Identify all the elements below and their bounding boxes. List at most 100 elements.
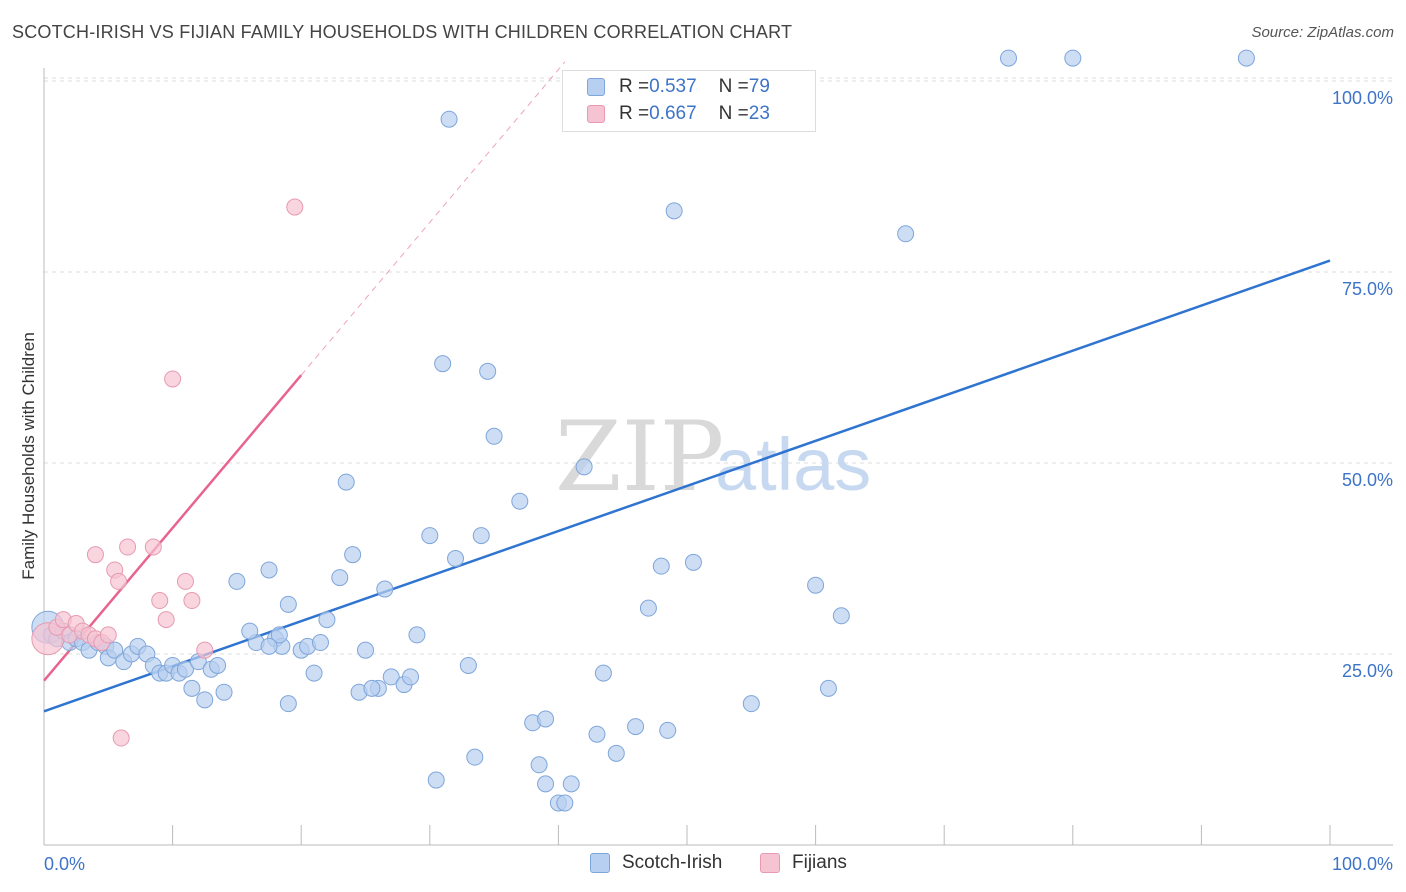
data-point	[447, 550, 465, 567]
legend-swatch-blue	[587, 78, 605, 96]
legend-swatch-pink	[587, 105, 605, 123]
correlation-legend: R = 0.537 N = 79 R = 0.667 N = 23	[562, 70, 816, 132]
trend-lines	[43, 61, 1331, 713]
legend-label: Scotch-Irish	[622, 852, 723, 873]
data-point	[344, 546, 362, 564]
y-axis-label: Family Households with Children	[19, 332, 38, 580]
legend-r-value: 0.537	[649, 76, 697, 97]
legend-n-label: N =	[718, 76, 749, 97]
data-points	[31, 49, 1255, 812]
trend-line	[43, 259, 1331, 713]
data-point	[472, 527, 490, 545]
data-point	[331, 569, 349, 587]
data-point	[485, 427, 503, 445]
bottom-legend-scotch-irish: Scotch-Irish	[590, 852, 722, 874]
data-point	[196, 691, 214, 709]
data-point	[376, 580, 394, 598]
data-point	[479, 362, 497, 380]
y-tick-label: 100.0%	[1332, 88, 1393, 108]
data-point	[594, 664, 612, 682]
data-point	[228, 572, 246, 590]
data-point	[363, 679, 381, 697]
trend-line-extension	[300, 61, 566, 376]
data-point	[337, 473, 355, 491]
data-point	[607, 744, 625, 762]
data-point	[427, 771, 445, 789]
watermark: ZIP atlas	[555, 401, 871, 513]
data-point	[819, 679, 837, 697]
data-point	[144, 538, 162, 556]
y-tick-label: 50.0%	[1342, 470, 1393, 490]
data-point	[164, 370, 182, 388]
data-point	[183, 592, 201, 610]
data-point	[357, 641, 374, 659]
data-point	[742, 695, 760, 713]
legend-n-value: 79	[748, 76, 770, 97]
data-point	[157, 611, 175, 629]
data-point	[556, 794, 574, 812]
data-point	[652, 557, 670, 575]
data-point	[215, 683, 233, 701]
data-point	[434, 355, 452, 373]
legend-n-value: 23	[748, 103, 770, 124]
data-point	[530, 756, 548, 774]
data-point	[151, 592, 169, 610]
data-point	[86, 546, 104, 564]
x-tick-label: 0.0%	[44, 854, 85, 874]
x-tick-label: 100.0%	[1332, 854, 1393, 874]
data-point	[408, 626, 426, 644]
data-point	[286, 198, 304, 216]
data-point	[305, 664, 323, 682]
legend-label: Fijians	[792, 852, 847, 873]
legend-r-label: R =	[619, 76, 650, 97]
grid-lines	[44, 77, 1393, 655]
data-point	[382, 668, 400, 686]
legend-r-label: R =	[619, 103, 650, 124]
legend-row-scotch-irish: R = 0.537 N = 79	[587, 75, 770, 99]
data-point	[311, 634, 329, 652]
data-point	[112, 729, 130, 747]
data-point	[639, 599, 657, 617]
data-point	[1000, 49, 1017, 67]
y-tick-label: 75.0%	[1342, 279, 1393, 299]
data-point	[421, 527, 439, 545]
data-point	[684, 553, 702, 571]
data-point	[196, 641, 214, 659]
legend-swatch-pink	[760, 853, 780, 873]
data-point	[318, 611, 336, 629]
data-point	[176, 572, 194, 590]
data-point	[807, 576, 825, 594]
data-point	[241, 622, 259, 640]
data-point	[99, 626, 117, 644]
data-point	[466, 748, 484, 766]
data-point	[402, 668, 420, 686]
legend-row-fijians: R = 0.667 N = 23	[587, 102, 770, 126]
data-point	[176, 660, 194, 678]
data-point	[537, 710, 555, 728]
data-point	[279, 695, 297, 713]
data-point	[106, 641, 124, 659]
data-point	[209, 656, 227, 674]
chart-title: SCOTCH-IRISH VS FIJIAN FAMILY HOUSEHOLDS…	[12, 22, 793, 42]
data-point	[537, 775, 555, 793]
data-point	[1064, 49, 1082, 67]
data-point	[183, 679, 201, 697]
series-fijians	[31, 198, 304, 747]
data-point	[659, 721, 677, 739]
bottom-legend-fijians: Fijians	[760, 852, 847, 874]
data-point	[575, 458, 593, 476]
data-point	[459, 656, 477, 674]
data-point	[588, 725, 606, 743]
axes	[43, 68, 1393, 846]
data-point	[270, 626, 288, 644]
data-point	[119, 538, 137, 556]
watermark-atlas: atlas	[715, 423, 871, 506]
tick-labels: 25.0% 50.0% 75.0% 100.0% 0.0% 100.0%	[44, 88, 1393, 874]
data-point	[511, 492, 529, 510]
data-point	[665, 202, 683, 220]
legend-swatch-blue	[590, 853, 610, 873]
data-point	[832, 607, 850, 625]
data-point	[1237, 49, 1255, 67]
data-point	[440, 110, 458, 128]
